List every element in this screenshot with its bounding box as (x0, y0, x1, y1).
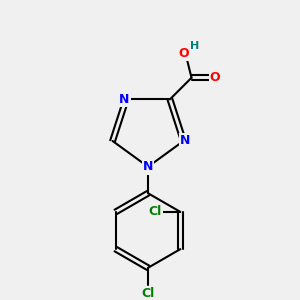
Text: Cl: Cl (148, 206, 161, 218)
Text: N: N (143, 160, 153, 173)
Text: O: O (210, 71, 220, 84)
Text: O: O (178, 47, 189, 60)
Text: N: N (180, 134, 190, 148)
Text: N: N (119, 93, 129, 106)
Text: H: H (190, 41, 199, 51)
Text: Cl: Cl (141, 287, 155, 300)
